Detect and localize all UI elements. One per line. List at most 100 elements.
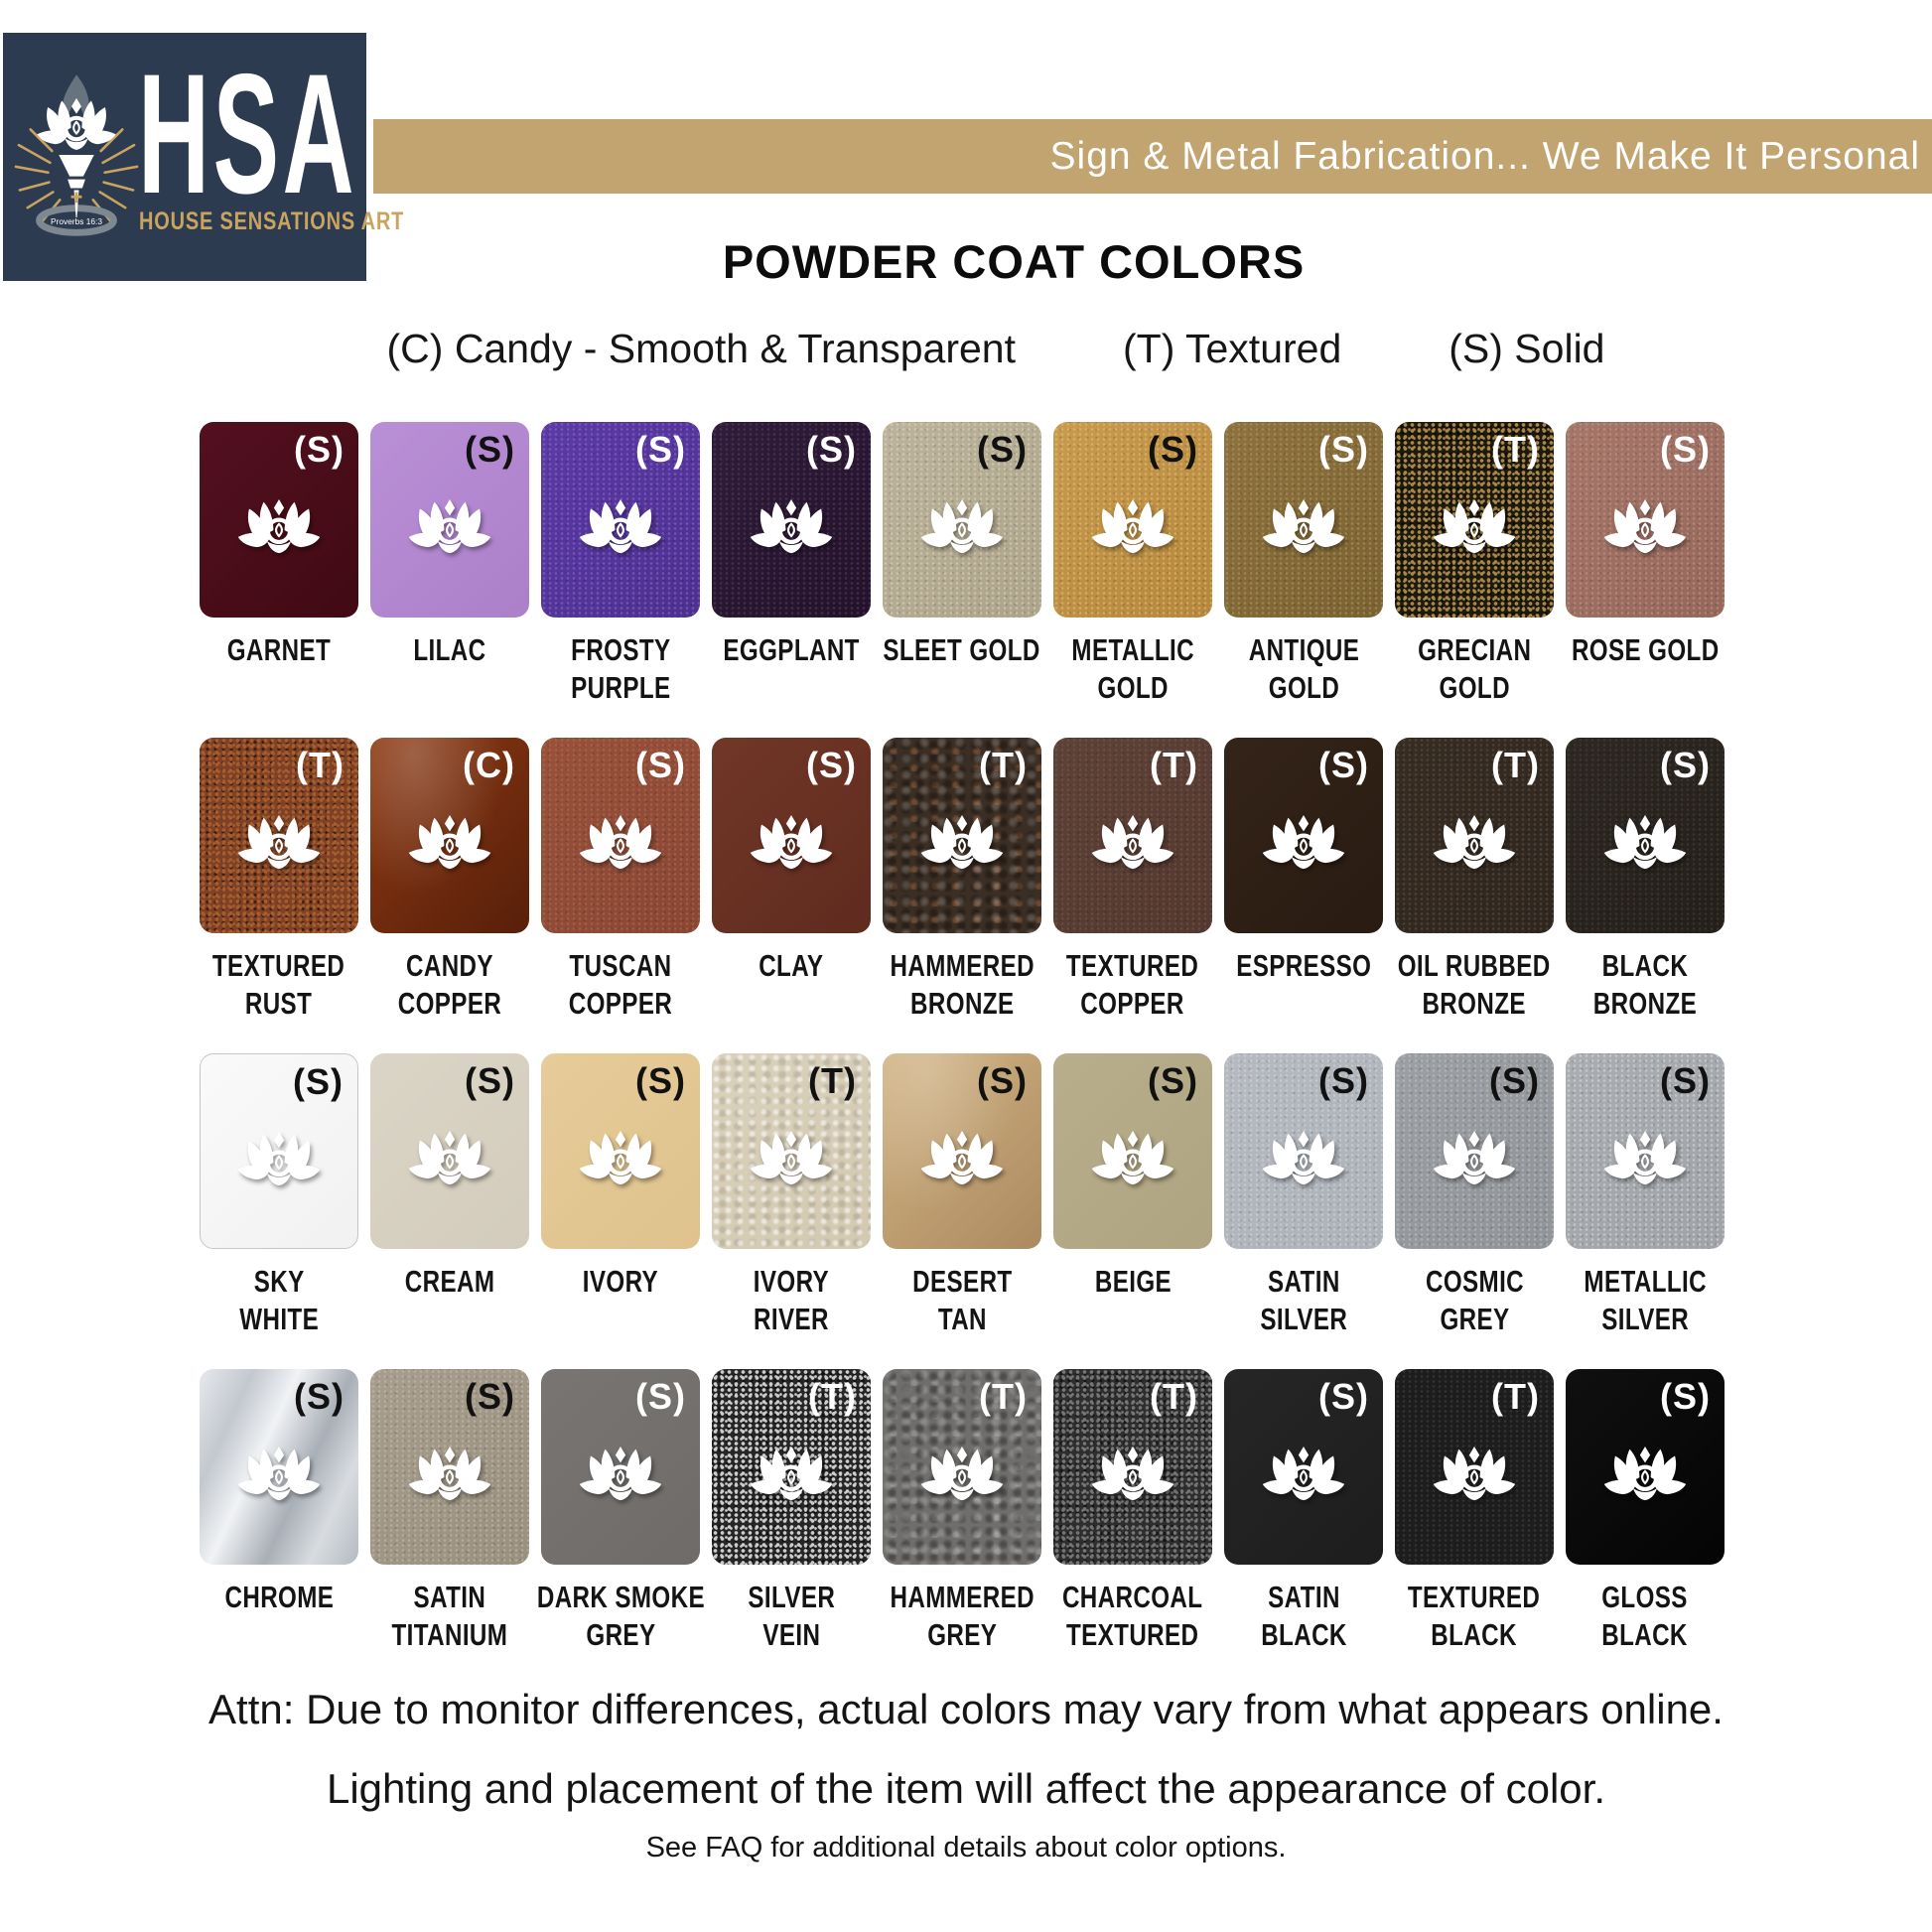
color-swatch-desert-tan: (S) <box>883 1053 1041 1249</box>
swatch-cell-cream: (S) CREAM <box>370 1053 529 1369</box>
swatch-cell-sky-white: (S) SKY WHITE <box>200 1053 358 1369</box>
color-swatch-sky-white: (S) <box>200 1053 358 1249</box>
color-swatch-satin-titanium: (S) <box>370 1369 529 1565</box>
swatch-cell-chrome: (S) CHROME <box>200 1369 358 1685</box>
lotus-icon <box>1262 499 1345 554</box>
swatch-label-satin-silver: SATIN SILVER <box>1260 1264 1347 1337</box>
swatch-cell-hammered-grey: (T) HAMMERED GREY <box>883 1369 1041 1685</box>
swatch-label-rose-gold: ROSE GOLD <box>1571 632 1720 667</box>
legend-candy: (C) Candy - Smooth & Transparent <box>386 326 1016 371</box>
swatch-cell-espresso: (S) ESPRESSO <box>1224 738 1383 1053</box>
finish-code-badge: (S) <box>465 1060 515 1101</box>
swatch-label-beige: BEIGE <box>1094 1264 1172 1299</box>
swatch-label-satin-black: SATIN BLACK <box>1260 1580 1347 1653</box>
finish-code-badge: (C) <box>463 745 515 785</box>
swatch-cell-garnet: (S) GARNET <box>200 422 358 738</box>
swatch-cell-rose-gold: (S) ROSE GOLD <box>1566 422 1725 738</box>
color-swatch-beige: (S) <box>1053 1053 1212 1249</box>
swatch-cell-clay: (S) CLAY <box>712 738 871 1053</box>
swatch-label-textured-rust: TEXTURED RUST <box>212 948 345 1022</box>
swatch-label-eggplant: EGGPLANT <box>723 632 860 667</box>
lotus-icon <box>1603 1131 1687 1185</box>
lotus-icon <box>1603 815 1687 870</box>
finish-code-badge: (T) <box>1491 429 1540 470</box>
swatch-label-metallic-gold: METALLIC GOLD <box>1071 632 1194 706</box>
finish-code-badge: (T) <box>979 1376 1028 1417</box>
tagline-banner: Sign & Metal Fabrication... We Make It P… <box>373 119 1932 194</box>
lotus-icon <box>408 1131 491 1185</box>
faq-note: See FAQ for additional details about col… <box>645 1832 1287 1863</box>
lotus-icon <box>408 815 491 870</box>
swatch-cell-sleet-gold: (S) SLEET GOLD <box>883 422 1041 738</box>
finish-code-badge: (T) <box>1150 1376 1198 1417</box>
swatch-label-desert-tan: DESERT TAN <box>911 1264 1013 1337</box>
disclaimer-line-2: Lighting and placement of the item will … <box>326 1764 1606 1812</box>
color-swatch-black-bronze: (S) <box>1566 738 1725 933</box>
color-swatch-lilac: (S) <box>370 422 529 618</box>
swatch-label-textured-black: TEXTURED BLACK <box>1408 1580 1541 1653</box>
finish-code-badge: (T) <box>979 745 1028 785</box>
color-swatch-satin-black: (S) <box>1224 1369 1383 1565</box>
finish-code-badge: (S) <box>1489 1060 1540 1101</box>
swatch-label-dark-smoke-grey: DARK SMOKE GREY <box>536 1580 705 1653</box>
lotus-icon <box>750 1131 833 1185</box>
lotus-icon <box>920 815 1004 870</box>
swatch-cell-metallic-gold: (S) METALLIC GOLD <box>1053 422 1212 738</box>
lotus-icon <box>920 1131 1004 1185</box>
swatch-label-clay: CLAY <box>759 948 824 983</box>
color-swatch-chrome: (S) <box>200 1369 358 1565</box>
swatch-cell-textured-copper: (T) TEXTURED COPPER <box>1053 738 1212 1053</box>
finish-code-badge: (S) <box>1660 1376 1711 1417</box>
color-swatch-metallic-silver: (S) <box>1566 1053 1725 1249</box>
swatch-label-tuscan-copper: TUSCAN COPPER <box>568 948 673 1022</box>
swatch-cell-frosty-purple: (S) FROSTY PURPLE <box>541 422 700 738</box>
finish-code-badge: (S) <box>1660 1060 1711 1101</box>
swatch-label-lilac: LILAC <box>413 632 486 667</box>
color-swatch-satin-silver: (S) <box>1224 1053 1383 1249</box>
color-swatch-cream: (S) <box>370 1053 529 1249</box>
swatch-label-chrome: CHROME <box>224 1580 334 1614</box>
swatch-cell-lilac: (S) LILAC <box>370 422 529 738</box>
swatch-cell-ivory-river: (T) IVORY RIVER <box>712 1053 871 1369</box>
hsa-logo: Proverbs 16:3 HSA HOUSE SENSATIONS ART <box>3 33 403 281</box>
color-swatch-garnet: (S) <box>200 422 358 618</box>
lotus-icon <box>1091 815 1174 870</box>
swatch-grid: (S) GARNET (S) LILAC (S) FROSTY PURPLE (S) EGGPL… <box>200 422 1725 1685</box>
color-swatch-clay: (S) <box>712 738 871 933</box>
finish-code-badge: (S) <box>1148 1060 1198 1101</box>
swatch-cell-textured-rust: (T) TEXTURED RUST <box>200 738 358 1053</box>
swatch-label-silver-vein: SILVER VEIN <box>748 1580 835 1653</box>
swatch-label-metallic-silver: METALLIC SILVER <box>1584 1264 1707 1337</box>
swatch-row: (S) SKY WHITE (S) CREAM (S) IVORY (T) IVORY RIVER… <box>200 1053 1725 1369</box>
finish-code-badge: (S) <box>1318 1376 1369 1417</box>
finish-code-badge: (S) <box>977 429 1028 470</box>
lotus-icon <box>920 1447 1004 1501</box>
lotus-icon <box>237 1132 321 1186</box>
finish-code-badge: (S) <box>806 745 857 785</box>
color-swatch-hammered-bronze: (T) <box>883 738 1041 933</box>
lotus-icon <box>237 1447 321 1501</box>
lotus-icon <box>579 815 662 870</box>
finish-code-badge: (T) <box>1491 745 1540 785</box>
finish-code-badge: (S) <box>293 1061 344 1102</box>
color-swatch-gloss-black: (S) <box>1566 1369 1725 1565</box>
lotus-icon <box>237 499 321 554</box>
lotus-icon <box>1433 499 1516 554</box>
disclaimer-line-1: Attn: Due to monitor differences, actual… <box>208 1686 1724 1732</box>
lotus-icon <box>579 1131 662 1185</box>
swatch-label-candy-copper: CANDY COPPER <box>397 948 502 1022</box>
color-swatch-textured-copper: (T) <box>1053 738 1212 933</box>
page-title: POWDER COAT COLORS <box>722 235 1306 288</box>
swatch-cell-candy-copper: (C) CANDY COPPER <box>370 738 529 1053</box>
lotus-icon <box>1433 815 1516 870</box>
color-swatch-charcoal-textured: (T) <box>1053 1369 1212 1565</box>
lotus-icon <box>920 499 1004 554</box>
finish-code-badge: (S) <box>294 1376 345 1417</box>
color-swatch-metallic-gold: (S) <box>1053 422 1212 618</box>
swatch-cell-textured-black: (T) TEXTURED BLACK <box>1395 1369 1554 1685</box>
lotus-icon <box>750 815 833 870</box>
swatch-label-textured-copper: TEXTURED COPPER <box>1066 948 1199 1022</box>
swatch-label-oil-rubbed-bronze: OIL RUBBED BRONZE <box>1398 948 1551 1022</box>
swatch-label-frosty-purple: FROSTY PURPLE <box>570 632 671 706</box>
